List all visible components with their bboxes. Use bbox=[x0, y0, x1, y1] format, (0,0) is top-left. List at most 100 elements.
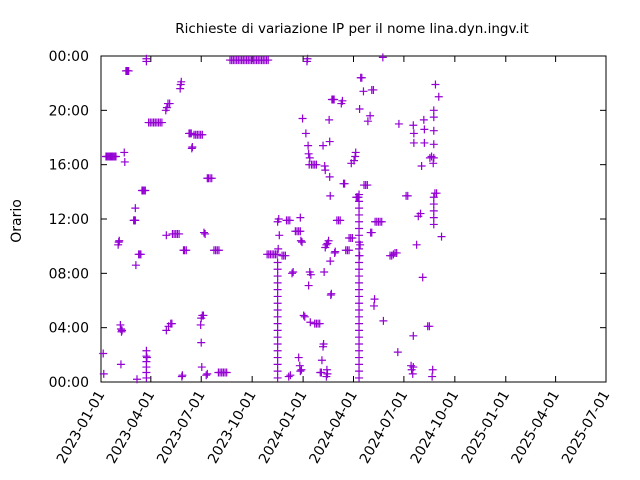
data-point bbox=[418, 273, 427, 282]
data-point bbox=[432, 189, 441, 198]
data-point bbox=[321, 166, 330, 175]
data-point bbox=[273, 285, 282, 294]
data-point bbox=[299, 311, 308, 320]
data-point bbox=[409, 331, 418, 340]
data-point bbox=[355, 197, 364, 206]
data-point bbox=[296, 227, 305, 236]
data-point bbox=[322, 240, 331, 249]
data-point bbox=[273, 360, 282, 369]
data-point bbox=[207, 174, 216, 183]
data-point bbox=[198, 130, 207, 139]
data-point bbox=[303, 54, 312, 63]
data-point bbox=[325, 137, 334, 146]
x-tick-label: 2024-10-01 bbox=[408, 388, 463, 466]
data-point bbox=[320, 267, 329, 276]
data-point bbox=[214, 246, 223, 255]
data-point bbox=[132, 375, 141, 384]
data-point bbox=[162, 231, 171, 240]
data-point bbox=[378, 53, 387, 62]
data-point bbox=[289, 267, 298, 276]
data-point bbox=[355, 265, 364, 274]
data-point bbox=[355, 339, 364, 348]
data-point bbox=[366, 111, 375, 120]
data-point bbox=[429, 200, 438, 209]
data-point bbox=[165, 99, 174, 108]
data-point bbox=[355, 251, 364, 260]
data-point bbox=[275, 231, 284, 240]
y-axis-label: Orario bbox=[9, 199, 25, 243]
data-point bbox=[136, 250, 145, 259]
data-point bbox=[409, 363, 418, 372]
data-point bbox=[326, 191, 335, 200]
data-point bbox=[420, 138, 429, 147]
data-point bbox=[355, 367, 364, 376]
data-point bbox=[355, 333, 364, 342]
data-point bbox=[412, 240, 421, 249]
data-point bbox=[428, 365, 437, 374]
data-point bbox=[273, 333, 282, 342]
x-tick-label: 2025-07-01 bbox=[559, 388, 614, 466]
data-point bbox=[131, 204, 140, 213]
data-point bbox=[351, 148, 360, 157]
data-point bbox=[345, 246, 354, 255]
data-point bbox=[202, 371, 211, 380]
data-point bbox=[273, 367, 282, 376]
data-point bbox=[429, 153, 438, 162]
data-point bbox=[142, 373, 151, 382]
data-point bbox=[355, 278, 364, 287]
y-tick-label: 04:00 bbox=[49, 321, 89, 337]
data-point bbox=[197, 363, 206, 372]
data-point bbox=[286, 371, 295, 380]
data-point bbox=[188, 143, 197, 152]
data-point bbox=[99, 349, 108, 358]
x-tick-label: 2025-04-01 bbox=[509, 388, 564, 466]
data-point bbox=[429, 113, 438, 122]
data-point bbox=[429, 220, 438, 229]
data-point bbox=[327, 289, 336, 298]
data-point bbox=[325, 172, 334, 181]
data-point bbox=[317, 356, 326, 365]
data-point bbox=[273, 353, 282, 362]
x-tick-label: 2024-04-01 bbox=[306, 388, 361, 466]
data-point bbox=[350, 156, 359, 165]
data-point bbox=[408, 369, 417, 378]
data-point bbox=[142, 54, 151, 63]
data-point bbox=[336, 216, 345, 225]
data-point bbox=[330, 95, 339, 104]
data-point bbox=[296, 367, 305, 376]
data-point bbox=[363, 117, 372, 126]
data-point bbox=[355, 360, 364, 369]
data-point bbox=[175, 229, 184, 238]
data-point bbox=[355, 258, 364, 267]
data-point bbox=[131, 216, 140, 225]
data-point bbox=[319, 141, 328, 150]
data-point bbox=[124, 66, 133, 75]
data-point bbox=[162, 326, 171, 335]
data-point bbox=[429, 213, 438, 222]
data-point bbox=[326, 257, 335, 266]
data-point bbox=[317, 368, 326, 377]
data-point bbox=[394, 119, 403, 128]
data-point bbox=[355, 319, 364, 328]
data-point bbox=[409, 121, 418, 130]
data-point bbox=[392, 248, 401, 257]
data-point bbox=[355, 299, 364, 308]
data-point bbox=[429, 140, 438, 149]
data-point bbox=[428, 372, 437, 381]
data-point bbox=[120, 157, 129, 166]
data-point bbox=[131, 261, 140, 270]
data-point bbox=[355, 104, 364, 113]
data-point bbox=[115, 236, 124, 245]
x-tick-label: 2023-04-01 bbox=[104, 388, 159, 466]
data-point bbox=[273, 306, 282, 315]
data-point bbox=[420, 125, 429, 134]
data-point bbox=[116, 360, 125, 369]
data-point bbox=[296, 236, 305, 245]
data-point bbox=[274, 215, 283, 223]
data-point bbox=[369, 301, 378, 310]
data-point bbox=[403, 191, 412, 200]
x-tick-label: 2023-07-01 bbox=[154, 388, 209, 466]
data-point bbox=[304, 149, 313, 158]
x-tick-label: 2023-10-01 bbox=[205, 388, 260, 466]
